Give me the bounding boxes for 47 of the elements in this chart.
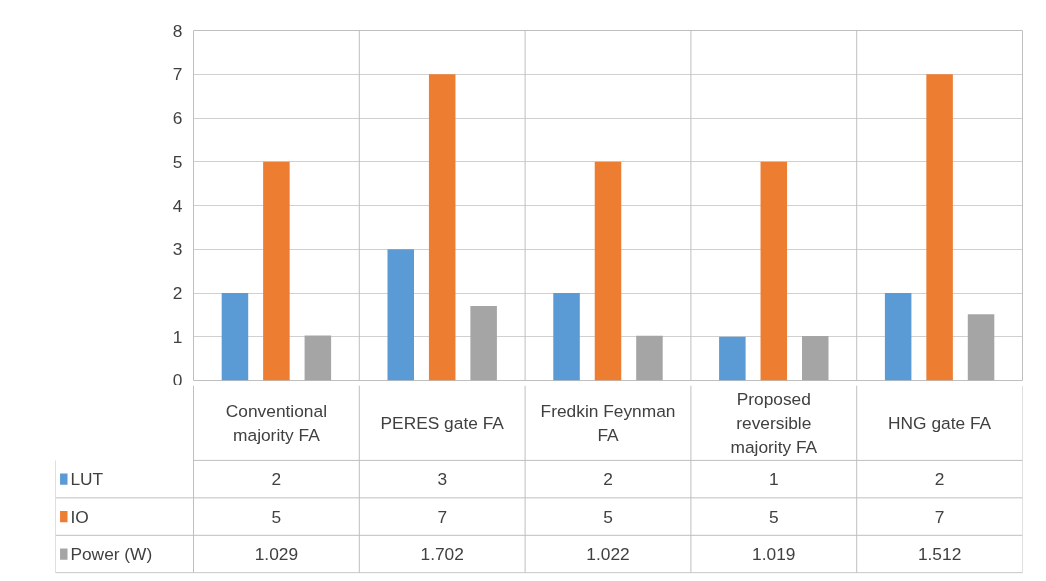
y-tick-label: 0 (172, 369, 183, 390)
legend-label: IO (70, 506, 89, 527)
x-tick-label: Fredkin Feynman FA (540, 400, 676, 445)
data-label: 1 (768, 469, 779, 490)
bar (884, 293, 912, 381)
bar (470, 306, 497, 381)
data-label: 7 (437, 506, 448, 527)
bar (760, 161, 788, 381)
data-label: 3 (437, 469, 448, 490)
bar (553, 293, 580, 381)
bar (801, 335, 829, 381)
legend-label: LUT (70, 469, 104, 490)
y-tick-label: 3 (172, 239, 183, 260)
data-label: 1.029 (254, 544, 299, 565)
x-tick-label: Conventional majority FA (225, 400, 327, 445)
bar (428, 74, 456, 381)
data-label: 2 (271, 469, 282, 490)
bar (263, 161, 290, 381)
bar (719, 336, 746, 381)
bar (636, 335, 663, 381)
data-label: 5 (271, 506, 282, 527)
bar (926, 74, 953, 381)
y-tick-label: 2 (172, 283, 183, 303)
bar (594, 161, 622, 381)
data-label: 2 (934, 469, 945, 490)
data-label: 1.512 (917, 544, 962, 565)
data-label: 5 (768, 506, 779, 527)
legend-label: Power (W) (70, 544, 153, 565)
bar (387, 249, 415, 381)
y-tick-label: 8 (172, 20, 183, 41)
y-tick-label: 1 (172, 326, 183, 347)
y-tick-label: 7 (172, 64, 183, 85)
y-tick-label: 4 (172, 195, 183, 216)
bar (304, 335, 332, 381)
y-tick-label: 5 (172, 151, 183, 172)
data-label: 1.702 (420, 544, 464, 565)
y-tick-label: 6 (172, 108, 183, 128)
data-label: 1.022 (586, 544, 630, 565)
bar (967, 314, 995, 381)
x-tick-label: HNG gate FA (888, 412, 992, 433)
data-label: 2 (603, 469, 613, 490)
bar (221, 293, 249, 381)
x-tick-label: PERES gate FA (380, 412, 505, 433)
data-label: 5 (603, 506, 613, 527)
data-label: 1.019 (752, 544, 796, 565)
data-label: 7 (934, 506, 945, 527)
x-tick-label: Proposed reversible majority FA (730, 388, 818, 457)
